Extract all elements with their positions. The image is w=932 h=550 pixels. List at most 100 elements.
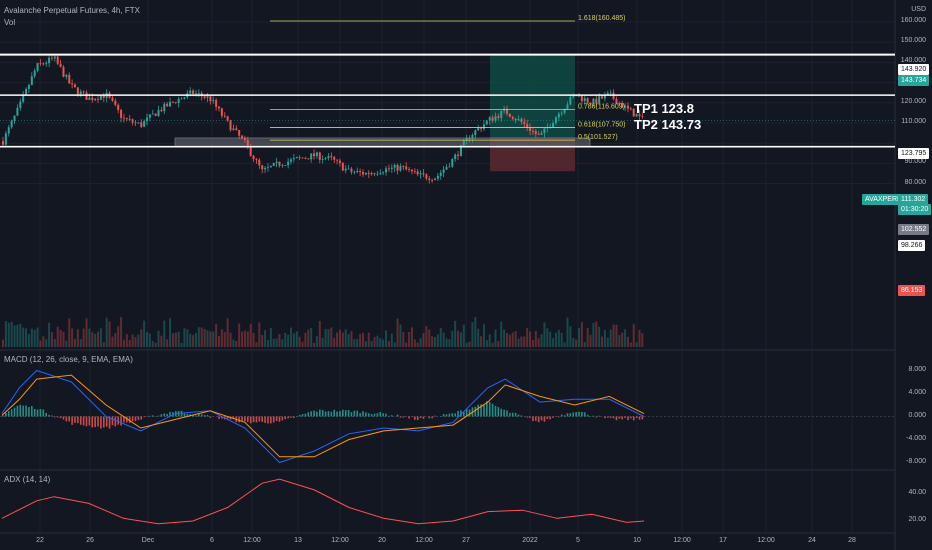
macd-hist-111 (321, 410, 324, 417)
macd-hist-80 (232, 416, 235, 420)
candle-body-155 (448, 166, 451, 168)
macd-hist-178 (514, 412, 517, 417)
volume-bar-99 (287, 334, 290, 347)
macd-hist-120 (347, 410, 350, 417)
candle-body-186 (537, 133, 540, 135)
macd-hist-171 (494, 405, 497, 417)
adx-tick-1: 20.00 (908, 516, 926, 523)
candle-body-1 (4, 133, 7, 145)
macd-hist-131 (379, 411, 382, 417)
candle-body-220 (635, 114, 638, 117)
macd-hist-198 (572, 412, 575, 417)
macd-tick-2: 0.000 (908, 411, 926, 419)
macd-hist-143 (414, 416, 416, 420)
candle-body-153 (442, 169, 445, 173)
volume-bar-74 (215, 323, 218, 347)
price-label-102552: 102.552 (898, 224, 930, 235)
volume-bar-160 (462, 324, 465, 347)
volume-bar-188 (543, 322, 546, 347)
volume-bar-179 (517, 338, 520, 347)
candle-body-215 (621, 102, 624, 108)
macd-hist-189 (546, 416, 549, 420)
volume-bar-197 (569, 326, 572, 347)
volume-bar-184 (531, 340, 534, 347)
volume-bar-83 (241, 331, 244, 347)
macd-hist-153 (442, 414, 445, 417)
macd-hist-205 (592, 415, 595, 417)
candle-body-3 (10, 120, 13, 128)
candle-body-19 (56, 56, 59, 64)
macd-hist-173 (500, 408, 503, 417)
macd-hist-18 (54, 416, 56, 418)
macd-hist-27 (79, 416, 82, 425)
macd-hist-99 (287, 416, 289, 419)
volume-bar-66 (192, 335, 195, 347)
volume-bar-123 (356, 338, 359, 347)
macd-hist-206 (595, 416, 598, 418)
adx-legend[interactable]: ADX (14, 14) (4, 475, 51, 484)
volume-bar-111 (321, 337, 324, 347)
volume-bar-96 (278, 334, 281, 347)
candle-body-168 (485, 120, 488, 125)
currency-label[interactable]: USD (911, 6, 926, 13)
volume-bar-140 (405, 342, 408, 347)
price-tick-2: 140.000 (900, 57, 926, 65)
macd-hist-141 (408, 416, 410, 419)
candle-body-211 (609, 92, 612, 94)
macd-hist-146 (422, 416, 425, 419)
volume-bar-61 (177, 331, 180, 347)
volume-bar-27 (79, 339, 82, 347)
volume-bar-156 (451, 330, 454, 347)
volume-legend[interactable]: Vol (4, 18, 16, 27)
candle-body-99 (287, 161, 290, 166)
volume-bar-4 (13, 325, 16, 347)
macd-hist-159 (460, 410, 462, 417)
candle-body-35 (102, 95, 105, 98)
candle-body-146 (422, 173, 425, 175)
macd-hist-32 (94, 416, 96, 428)
candle-body-92 (266, 167, 269, 169)
candle-body-148 (428, 178, 431, 180)
candle-body-160 (462, 140, 465, 146)
volume-bar-150 (434, 337, 436, 347)
macd-legend[interactable]: MACD (12, 26, close, 9, EMA, EMA) (4, 355, 133, 364)
candle-body-156 (451, 159, 454, 167)
volume-bar-28 (82, 328, 85, 347)
volume-bar-126 (364, 341, 367, 347)
macd-hist-21 (62, 416, 65, 420)
volume-bar-132 (382, 339, 385, 347)
volume-bar-133 (385, 330, 388, 347)
time-tick-6: 12:00 (331, 537, 349, 544)
macd-hist-196 (566, 413, 569, 417)
volume-bar-108 (313, 342, 316, 347)
macd-hist-7 (22, 405, 24, 417)
macd-hist-100 (290, 416, 292, 418)
volume-bar-11 (33, 329, 36, 347)
macd-hist-8 (25, 405, 27, 417)
candle-body-84 (243, 138, 246, 141)
macd-hist-25 (74, 416, 76, 423)
volume-bar-56 (163, 320, 166, 347)
macd-hist-57 (166, 413, 168, 417)
volume-bar-75 (218, 336, 220, 347)
volume-bar-183 (529, 331, 532, 347)
volume-bar-112 (324, 328, 327, 347)
candle-body-44 (128, 119, 131, 120)
volume-bar-190 (549, 331, 552, 347)
candle-body-130 (376, 173, 379, 175)
candle-body-191 (552, 123, 555, 128)
volume-bar-187 (540, 334, 543, 347)
macd-hist-172 (497, 407, 500, 417)
volume-bar-214 (618, 335, 621, 347)
macd-hist-54 (157, 415, 160, 417)
volume-bar-57 (166, 339, 169, 347)
candle-body-197 (569, 96, 572, 105)
candle-body-206 (595, 98, 598, 104)
macd-hist-204 (589, 415, 592, 417)
volume-bar-8 (25, 328, 28, 347)
candle-body-80 (232, 128, 235, 130)
macd-hist-29 (85, 416, 88, 427)
candle-body-96 (278, 161, 281, 166)
volume-bar-191 (552, 338, 555, 347)
